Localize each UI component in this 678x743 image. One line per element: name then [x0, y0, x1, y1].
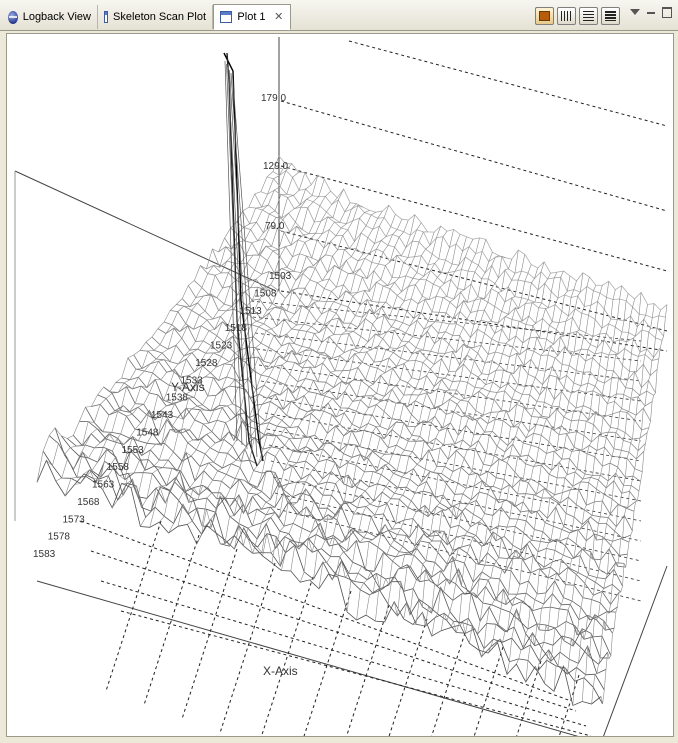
y-tick-label: 1553 [122, 445, 145, 456]
eclipse-icon [8, 10, 18, 24]
z-tick-label: 79.0 [265, 221, 285, 232]
vertical-lines-icon [561, 11, 572, 21]
y-tick-label: 1538 [166, 393, 189, 404]
window-controls [630, 7, 672, 18]
tab-label: Skeleton Scan Plot [113, 11, 206, 23]
surface-mesh [36, 155, 668, 707]
tab-label: Plot 1 [237, 11, 266, 23]
view-tab-bar: Logback View Skeleton Scan Plot Plot 1 ✕ [0, 0, 678, 31]
dense-lines-icon [605, 11, 616, 21]
axis-labels: 179.0 129.0 79.0 1583 1578 1573 1568 156… [33, 93, 298, 678]
horizontal-lines-icon [583, 11, 594, 21]
y-tick-label: 1578 [48, 532, 71, 543]
y-tick-label: 1533 [181, 375, 204, 386]
close-icon[interactable]: ✕ [274, 10, 284, 23]
surface-peak [223, 52, 264, 467]
status-bar [0, 737, 678, 743]
bar-chart-icon [539, 11, 550, 21]
dense-lines-button[interactable] [601, 7, 620, 25]
view-menu-icon[interactable] [630, 7, 640, 17]
z-tick-label: 129.0 [263, 161, 288, 172]
plot-canvas-area[interactable]: 179.0 129.0 79.0 1583 1578 1573 1568 156… [6, 33, 674, 737]
y-tick-label: 1568 [77, 497, 100, 508]
y-axis-label: Y-Axis [171, 380, 205, 394]
plot-3d-button[interactable] [535, 7, 554, 25]
y-tick-label: 1583 [33, 549, 56, 560]
y-tick-label: 1558 [107, 462, 130, 473]
y-tick-label: 1543 [151, 410, 174, 421]
y-tick-label: 1513 [240, 306, 263, 317]
view-icon [104, 11, 109, 23]
y-tick-label: 1548 [136, 427, 159, 438]
y-tick-label: 1563 [92, 480, 115, 491]
x-axis-label: X-Axis [263, 664, 298, 678]
minimize-icon[interactable] [646, 7, 656, 17]
horizontal-lines-button[interactable] [579, 7, 598, 25]
tab-label: Logback View [22, 11, 91, 23]
surface-plot[interactable]: 179.0 129.0 79.0 1583 1578 1573 1568 156… [7, 34, 673, 736]
view-icon [220, 11, 233, 23]
y-tick-label: 1523 [210, 341, 233, 352]
tab-logback-view[interactable]: Logback View [2, 5, 98, 29]
y-tick-label: 1528 [195, 358, 218, 369]
maximize-icon[interactable] [662, 7, 672, 18]
y-tick-label: 1518 [225, 323, 248, 334]
y-tick-label: 1508 [254, 288, 277, 299]
y-tick-label: 1503 [269, 271, 292, 282]
tab-skeleton-scan-plot[interactable]: Skeleton Scan Plot [98, 5, 213, 29]
tab-plot-1[interactable]: Plot 1 ✕ [213, 4, 291, 30]
z-tick-label: 179.0 [261, 93, 286, 104]
plot-toolbar [535, 7, 620, 25]
y-tick-label: 1573 [63, 514, 86, 525]
vertical-lines-button[interactable] [557, 7, 576, 25]
